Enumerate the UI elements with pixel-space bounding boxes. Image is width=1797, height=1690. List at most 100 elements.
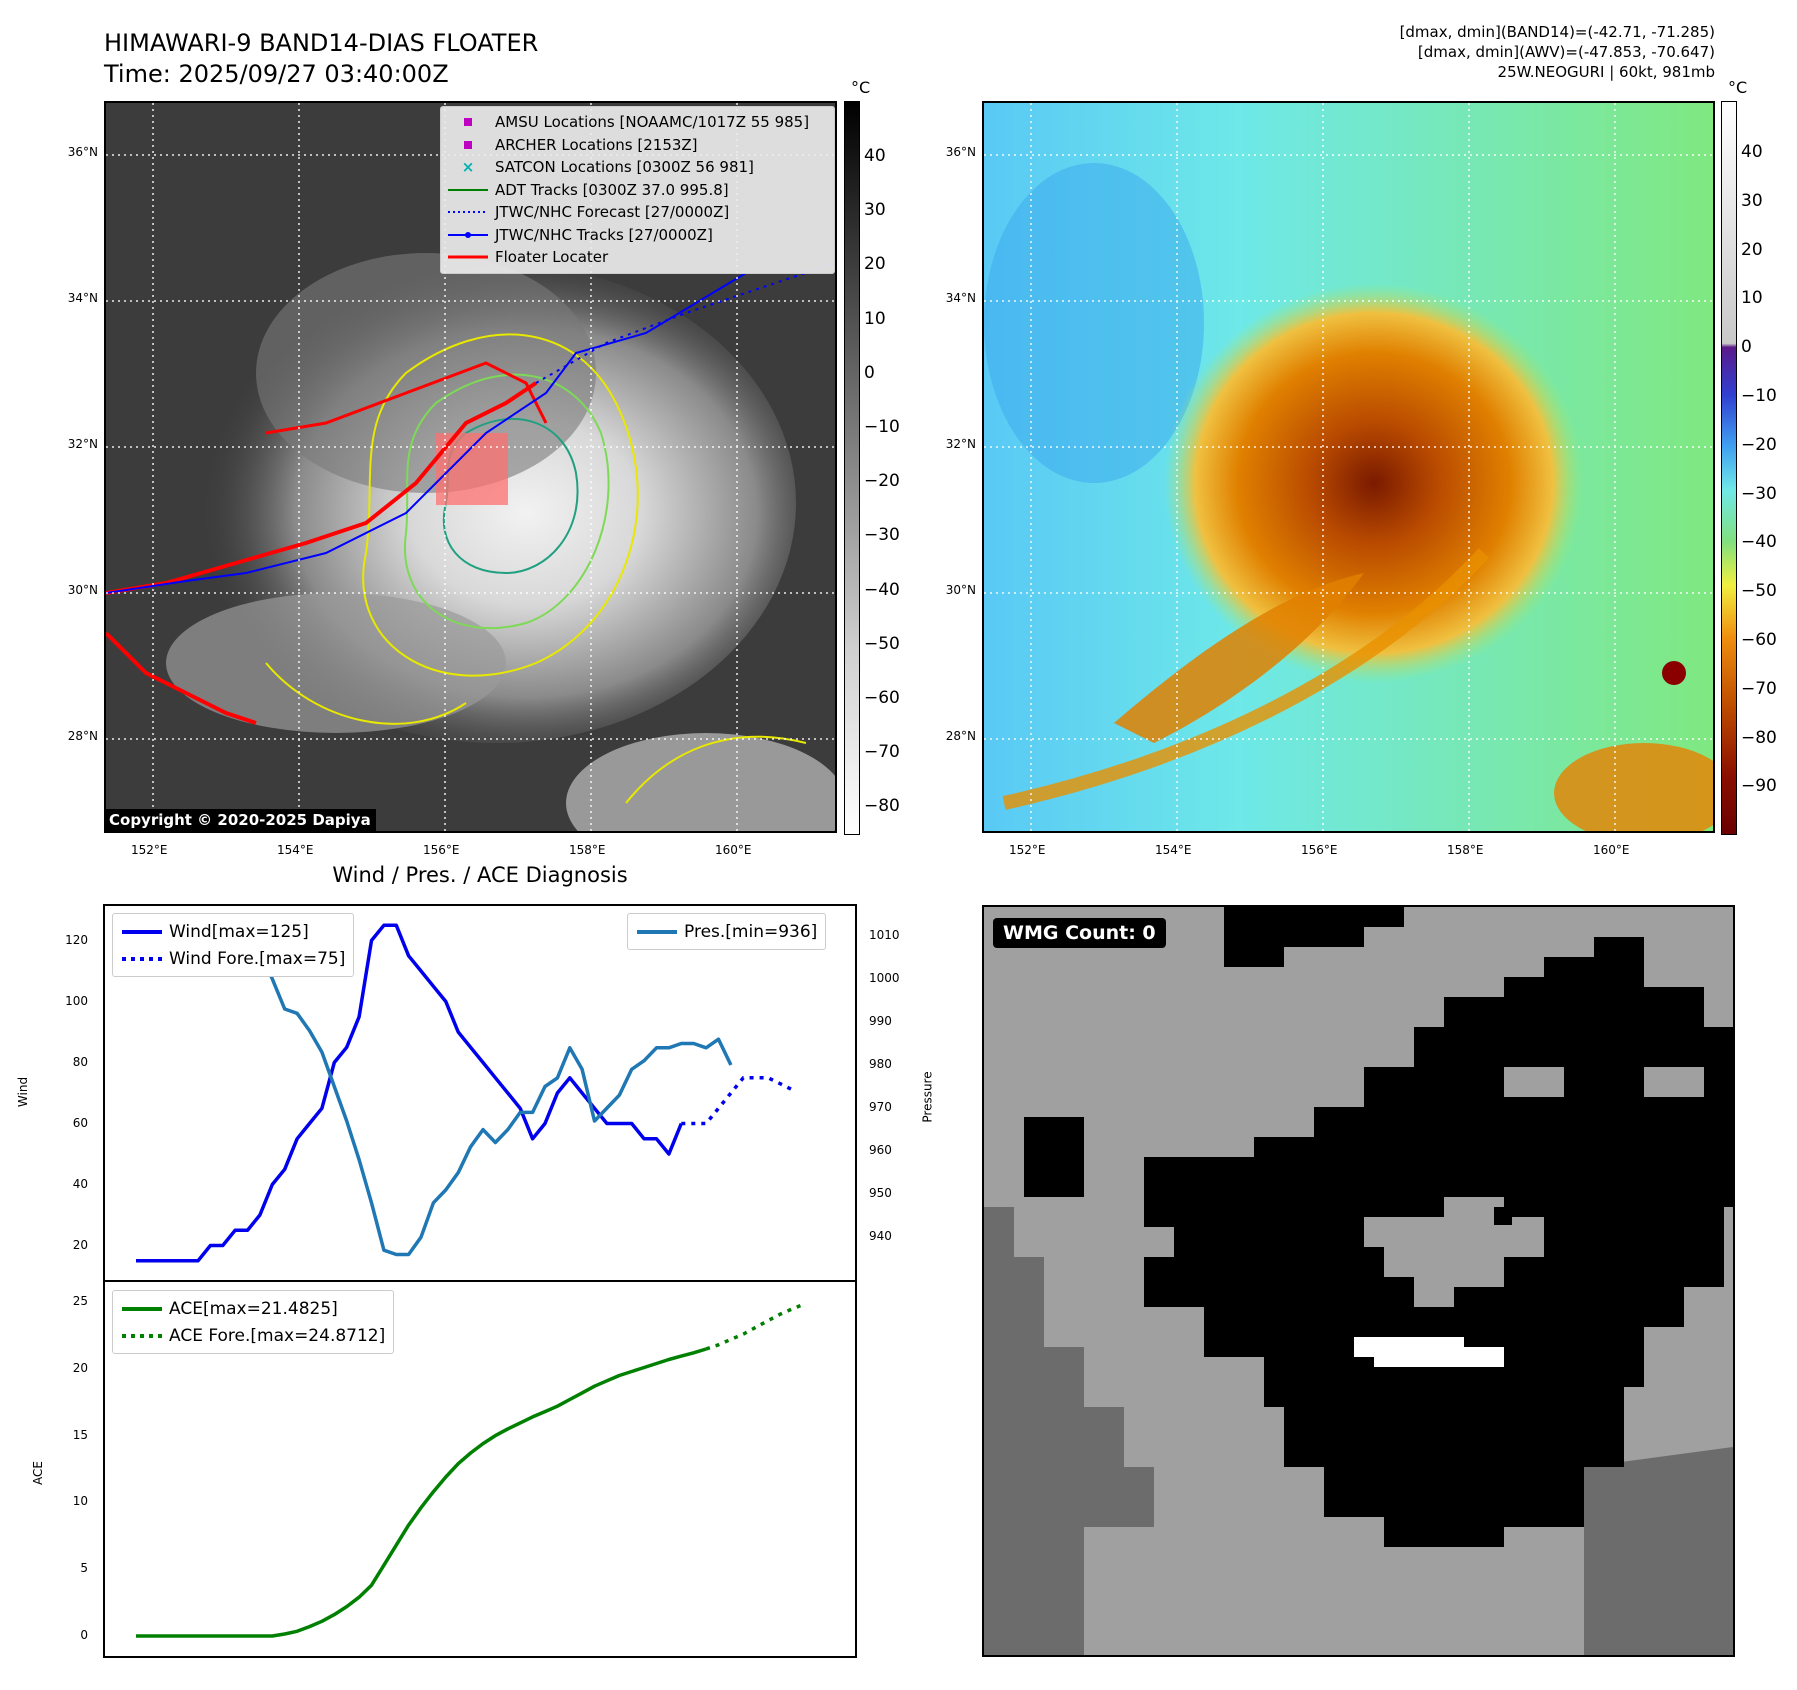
- colorbar-tick: −10: [1741, 386, 1777, 406]
- chart-tick: 950: [869, 1186, 892, 1201]
- map-lon-tick: 156°E: [423, 843, 460, 857]
- map-lat-tick: 36°N: [67, 145, 98, 159]
- colorbar-tick: −80: [1741, 727, 1777, 748]
- colorbar-tick: −70: [1741, 678, 1777, 699]
- legend-item: AMSU Locations [NOAAMC/1017Z 55 985]: [447, 111, 828, 134]
- map-lat-tick: 30°N: [67, 583, 98, 597]
- map-lon-tick: 158°E: [1447, 843, 1484, 857]
- legend-item: Floater Locater: [448, 248, 609, 267]
- colorbar-tick: 30: [864, 200, 886, 221]
- figure-time: Time: 2025/09/27 03:40:00Z: [104, 60, 449, 88]
- map-lon-tick: 152°E: [131, 843, 168, 857]
- colorbar-tick: −40: [1741, 532, 1777, 553]
- chart-tick: 60: [72, 1115, 88, 1130]
- legend-item: ADT Tracks [0300Z 37.0 995.8]: [448, 180, 729, 199]
- wmg-panel: [982, 905, 1735, 1657]
- pressure-legend: Pres.[min=936]: [627, 913, 827, 950]
- map-lon-tick: 160°E: [1593, 843, 1630, 857]
- chart-tick: 25: [72, 1294, 88, 1309]
- band14-range: [dmax, dmin](BAND14)=(-42.71, -71.285): [1399, 23, 1715, 41]
- colorbar-tick: 40: [1741, 142, 1763, 162]
- legend-item: ACE[max=21.4825]: [122, 1298, 338, 1319]
- gray-colorbar: [844, 101, 860, 835]
- gray-colorbar-unit: °C: [851, 78, 871, 97]
- colorbar-tick: −30: [864, 525, 900, 546]
- colorbar-tick: −20: [1741, 434, 1777, 455]
- map-lon-tick: 154°E: [1155, 843, 1192, 857]
- figure-title: HIMAWARI-9 BAND14-DIAS FLOATER: [104, 29, 539, 57]
- chart-tick: 20: [72, 1237, 88, 1252]
- colorbar-tick: 0: [864, 362, 875, 383]
- series-line: [705, 1302, 806, 1351]
- series-line: [136, 929, 733, 1257]
- awv-range: [dmax, dmin](AWV)=(-47.853, -70.647): [1417, 43, 1715, 61]
- wind-axis-label: Wind: [16, 1076, 31, 1108]
- series-line: [681, 1076, 794, 1126]
- legend-item: × SATCON Locations [0300Z 56 981]: [461, 158, 754, 177]
- legend-item: Wind[max=125]: [122, 921, 309, 942]
- colorbar-tick: −10: [864, 417, 900, 437]
- wind-legend: Wind[max=125] Wind Fore.[max=75]: [112, 913, 355, 977]
- legend-item: ACE Fore.[max=24.8712]: [122, 1325, 386, 1346]
- chart-tick: 990: [869, 1013, 892, 1028]
- wmg-count-badge: WMG Count: 0: [993, 918, 1166, 948]
- colorbar-tick: −80: [864, 796, 900, 817]
- awv-map-panel: [982, 101, 1715, 833]
- colorbar-tick: −50: [864, 633, 900, 654]
- colorbar-tick: −20: [864, 471, 900, 492]
- map-lat-tick: 34°N: [945, 291, 976, 305]
- map-lat-tick: 34°N: [67, 291, 98, 305]
- chart-tick: 1000: [869, 970, 900, 985]
- map-lat-tick: 32°N: [67, 437, 98, 451]
- chart-tick: 40: [72, 1176, 88, 1191]
- pressure-axis-label: Pressure: [920, 1071, 935, 1123]
- chart-tick: 970: [869, 1100, 892, 1115]
- map-lon-tick: 158°E: [569, 843, 606, 857]
- legend-item: Pres.[min=936]: [637, 921, 818, 942]
- colorbar-tick: 10: [1741, 288, 1763, 309]
- storm-info: 25W.NEOGURI | 60kt, 981mb: [1497, 63, 1715, 81]
- map-lat-tick: 28°N: [67, 729, 98, 743]
- colorbar-tick: 30: [1741, 190, 1763, 211]
- colorbar-tick: −50: [1741, 581, 1777, 602]
- chart-tick: 120: [65, 932, 88, 947]
- colorbar-tick: 20: [864, 254, 886, 275]
- wmg-image: [984, 907, 1733, 1655]
- chart-tick: 940: [869, 1229, 892, 1244]
- copyright-badge: Copyright © 2020-2025 Dapiya: [104, 809, 376, 831]
- colorbar-tick: 10: [864, 308, 886, 329]
- map-lat-tick: 28°N: [945, 729, 976, 743]
- figure-title-block: HIMAWARI-9 BAND14-DIAS FLOATER Time: 202…: [104, 28, 538, 90]
- colorbar-tick: −60: [1741, 630, 1777, 650]
- map-lon-tick: 152°E: [1009, 843, 1046, 857]
- colorbar-tick: −90: [1741, 776, 1777, 797]
- ace-legend: ACE[max=21.4825] ACE Fore.[max=24.8712]: [112, 1290, 395, 1354]
- awv-map-image: [984, 103, 1713, 831]
- legend-item: JTWC/NHC Tracks [27/0000Z]: [447, 224, 828, 247]
- colorbar-tick: 40: [864, 146, 886, 166]
- chart-tick: 80: [72, 1054, 88, 1069]
- colorbar-tick: −60: [864, 688, 900, 708]
- map-lon-tick: 156°E: [1301, 843, 1338, 857]
- ace-axis-label: ACE: [30, 1461, 45, 1485]
- chart-tick: 15: [72, 1427, 88, 1442]
- legend-item: Wind Fore.[max=75]: [122, 948, 346, 969]
- chart-tick: 960: [869, 1143, 892, 1158]
- chart-tick: 20: [72, 1360, 88, 1375]
- legend-item: ARCHER Locations [2153Z]: [447, 134, 828, 157]
- color-colorbar: [1721, 101, 1737, 835]
- map-lat-tick: 30°N: [945, 583, 976, 597]
- colorbar-tick: 0: [1741, 337, 1752, 358]
- map-legend: AMSU Locations [NOAAMC/1017Z 55 985] ARC…: [440, 106, 835, 274]
- chart-tick: 100: [65, 993, 88, 1008]
- chart-tick: 0: [80, 1627, 88, 1642]
- series-line: [136, 1347, 707, 1638]
- chart-tick: 1010: [869, 927, 900, 942]
- legend-item: JTWC/NHC Forecast [27/0000Z]: [448, 203, 730, 222]
- map-lat-tick: 32°N: [945, 437, 976, 451]
- diagnosis-title: Wind / Pres. / ACE Diagnosis: [332, 863, 628, 887]
- figure-info-block: [dmax, dmin](BAND14)=(-42.71, -71.285) […: [1400, 22, 1715, 82]
- colorbar-tick: −40: [864, 579, 900, 600]
- map-lon-tick: 154°E: [277, 843, 314, 857]
- map-lat-tick: 36°N: [945, 145, 976, 159]
